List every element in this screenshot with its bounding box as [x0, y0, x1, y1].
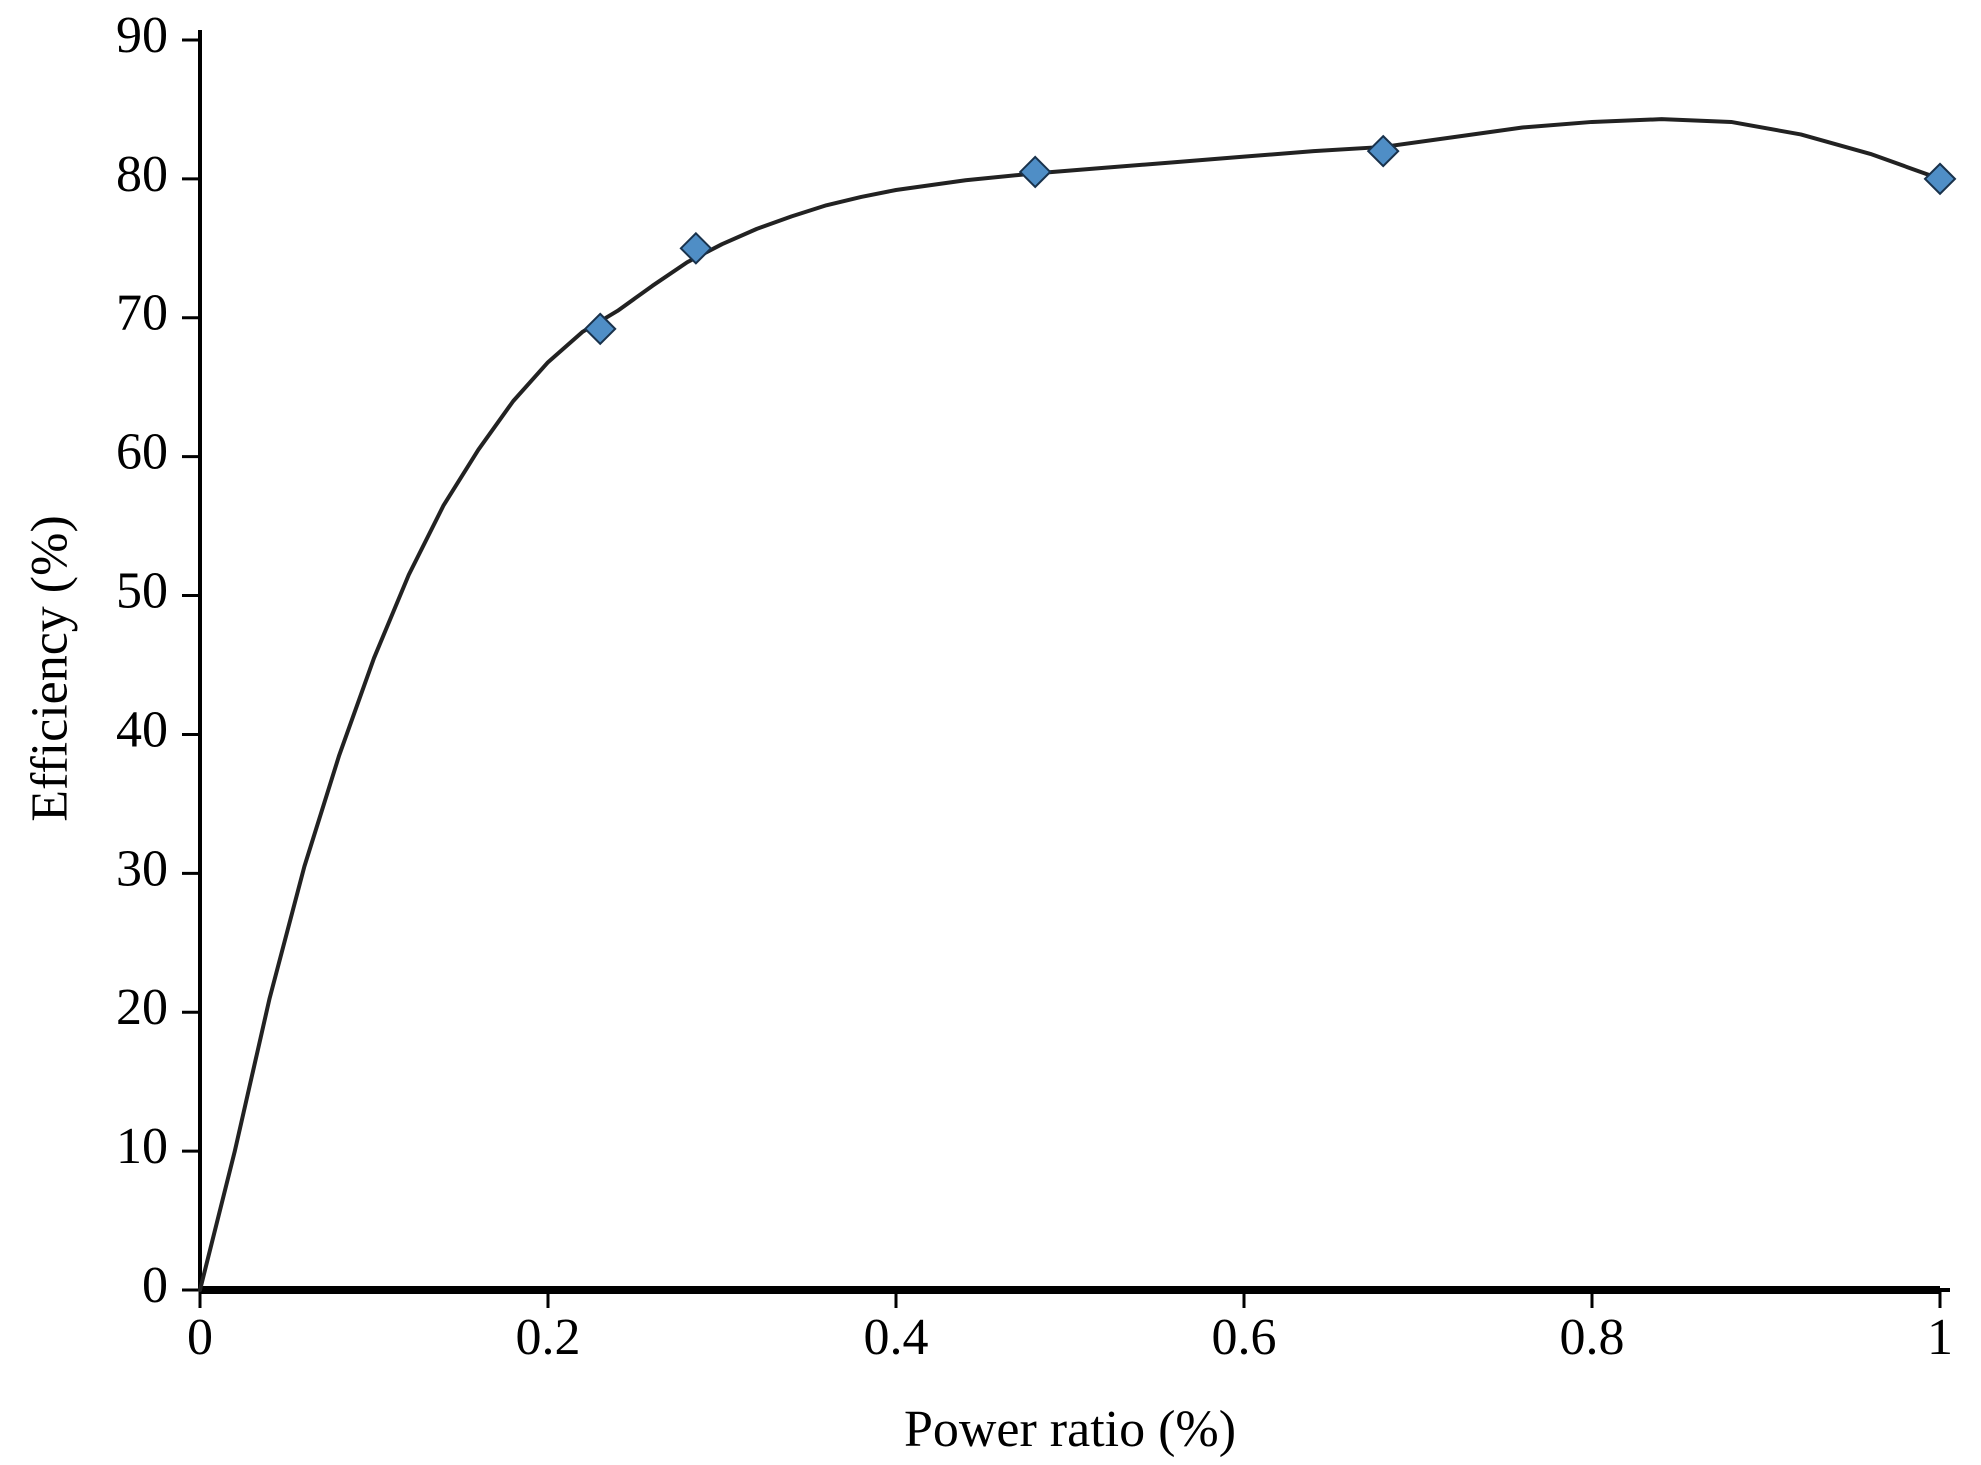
svg-text:70: 70 — [116, 285, 168, 342]
svg-text:0.8: 0.8 — [1560, 1309, 1625, 1366]
svg-text:80: 80 — [116, 146, 168, 203]
chart-container: 0 10 20 30 40 50 60 70 80 90 0 0.2 0.4 0.6 0.8 1 Effici… — [0, 0, 1981, 1465]
svg-text:40: 40 — [116, 701, 168, 758]
x-axis-label: Power ratio (%) — [770, 1400, 1370, 1459]
efficiency-chart: 0 10 20 30 40 50 60 70 80 90 0 0.2 0.4 0.6 0.8 1 — [0, 0, 1981, 1465]
svg-text:30: 30 — [116, 840, 168, 897]
svg-text:10: 10 — [116, 1118, 168, 1175]
svg-text:60: 60 — [116, 424, 168, 481]
y-axis-label: Efficiency (%) — [21, 469, 80, 869]
svg-text:0.4: 0.4 — [864, 1309, 929, 1366]
svg-text:0: 0 — [142, 1257, 168, 1314]
svg-text:50: 50 — [116, 562, 168, 619]
svg-text:0.2: 0.2 — [516, 1309, 581, 1366]
svg-text:90: 90 — [116, 7, 168, 64]
svg-text:0: 0 — [187, 1309, 213, 1366]
svg-text:20: 20 — [116, 979, 168, 1036]
svg-text:1: 1 — [1927, 1309, 1953, 1366]
svg-text:0.6: 0.6 — [1212, 1309, 1277, 1366]
